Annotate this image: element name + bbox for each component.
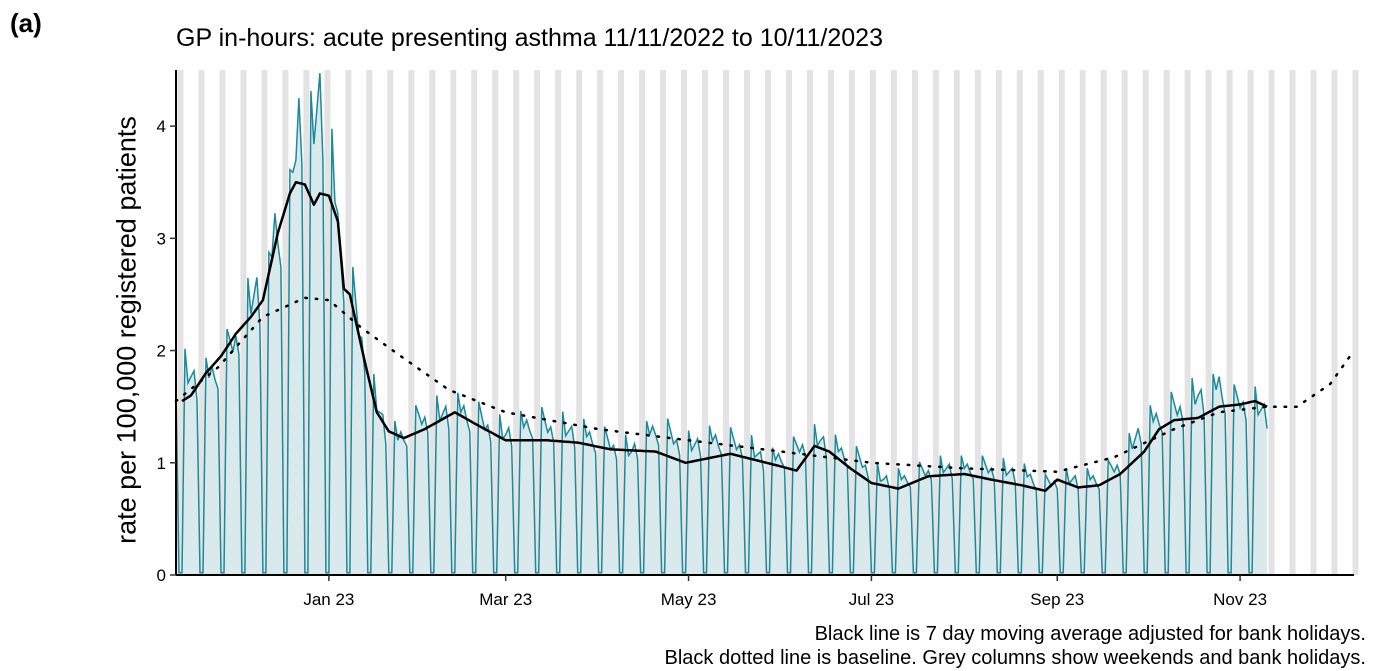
weekend-column — [932, 70, 939, 575]
y-tick-label: 2 — [157, 342, 166, 361]
weekend-column — [744, 70, 751, 575]
weekend-column — [261, 70, 268, 575]
weekend-column — [345, 70, 352, 575]
weekend-column — [219, 70, 226, 575]
weekend-column — [555, 70, 562, 575]
weekend-columns — [177, 70, 1359, 575]
y-tick-label: 3 — [157, 229, 166, 248]
weekend-column — [869, 70, 876, 575]
weekend-column — [324, 70, 331, 575]
weekend-column — [429, 70, 436, 575]
weekend-column — [534, 70, 541, 575]
weekend-column — [765, 70, 771, 575]
weekend-column — [1163, 70, 1170, 575]
weekend-column — [1037, 70, 1044, 575]
y-tick-label: 4 — [157, 117, 166, 136]
weekend-column — [198, 70, 205, 575]
x-tick-label: Jul 23 — [849, 590, 894, 609]
weekend-column — [1142, 70, 1149, 575]
weekend-column — [597, 70, 604, 575]
weekend-column — [492, 70, 499, 575]
weekend-column — [1352, 70, 1359, 575]
weekend-column — [681, 70, 688, 575]
caption-line-1: Black line is 7 day moving average adjus… — [814, 623, 1366, 645]
weekend-column — [890, 70, 897, 575]
weekend-column — [1268, 70, 1275, 575]
weekend-column — [177, 70, 184, 575]
weekend-column — [303, 70, 310, 575]
weekend-column — [785, 70, 792, 575]
weekend-column — [576, 70, 583, 575]
weekend-column — [723, 70, 730, 575]
weekend-column — [1310, 70, 1317, 575]
weekend-column — [1184, 70, 1191, 575]
weekend-column — [1079, 70, 1086, 575]
moving-average-line — [181, 180, 1268, 493]
asthma-rate-chart: 0 1 2 3 4 Jan 23 Mar 23 May 23 Jul 23 Sep 23 Nov 2… — [157, 70, 1359, 609]
chart-title: GP in-hours: acute presenting asthma 11/… — [176, 24, 883, 52]
weekend-column — [1289, 70, 1296, 575]
y-tick-label: 0 — [157, 566, 166, 585]
weekend-column — [1226, 70, 1233, 575]
weekend-column — [513, 70, 520, 575]
weekend-column — [1016, 70, 1023, 575]
x-tick-label: Sep 23 — [1030, 590, 1084, 609]
weekend-column — [282, 70, 289, 575]
x-tick-label: Mar 23 — [479, 590, 532, 609]
x-tick-label: Nov 23 — [1213, 590, 1267, 609]
weekend-column — [240, 70, 247, 575]
weekend-column — [639, 70, 646, 575]
weekend-column — [702, 70, 709, 575]
weekend-column — [471, 70, 478, 575]
panel-label: (a) — [10, 8, 42, 38]
weekend-column — [827, 70, 834, 575]
caption-line-2: Black dotted line is baseline. Grey colu… — [664, 647, 1366, 669]
axes: 0 1 2 3 4 Jan 23 Mar 23 May 23 Jul 23 Sep 23 Nov 2… — [157, 70, 1354, 609]
x-tick-label: May 23 — [661, 590, 717, 609]
weekend-column — [660, 70, 667, 575]
weekend-column — [408, 70, 415, 575]
chart-caption: Black line is 7 day moving average adjus… — [664, 622, 1366, 670]
weekend-column — [974, 70, 981, 575]
weekend-column — [450, 70, 457, 575]
weekend-column — [1121, 70, 1128, 575]
x-tick-label: Jan 23 — [303, 590, 354, 609]
weekend-column — [995, 70, 1002, 575]
y-tick-label: 1 — [157, 454, 166, 473]
weekend-column — [1100, 70, 1107, 575]
weekend-column — [618, 70, 625, 575]
weekend-column — [848, 70, 855, 575]
weekend-column — [806, 70, 813, 575]
weekend-column — [1058, 70, 1065, 575]
weekend-column — [366, 70, 373, 575]
weekend-column — [1205, 70, 1212, 575]
weekend-column — [953, 70, 960, 575]
weekend-column — [1247, 70, 1254, 575]
weekend-column — [911, 70, 918, 575]
weekend-column — [387, 70, 394, 575]
weekend-column — [1331, 70, 1338, 575]
